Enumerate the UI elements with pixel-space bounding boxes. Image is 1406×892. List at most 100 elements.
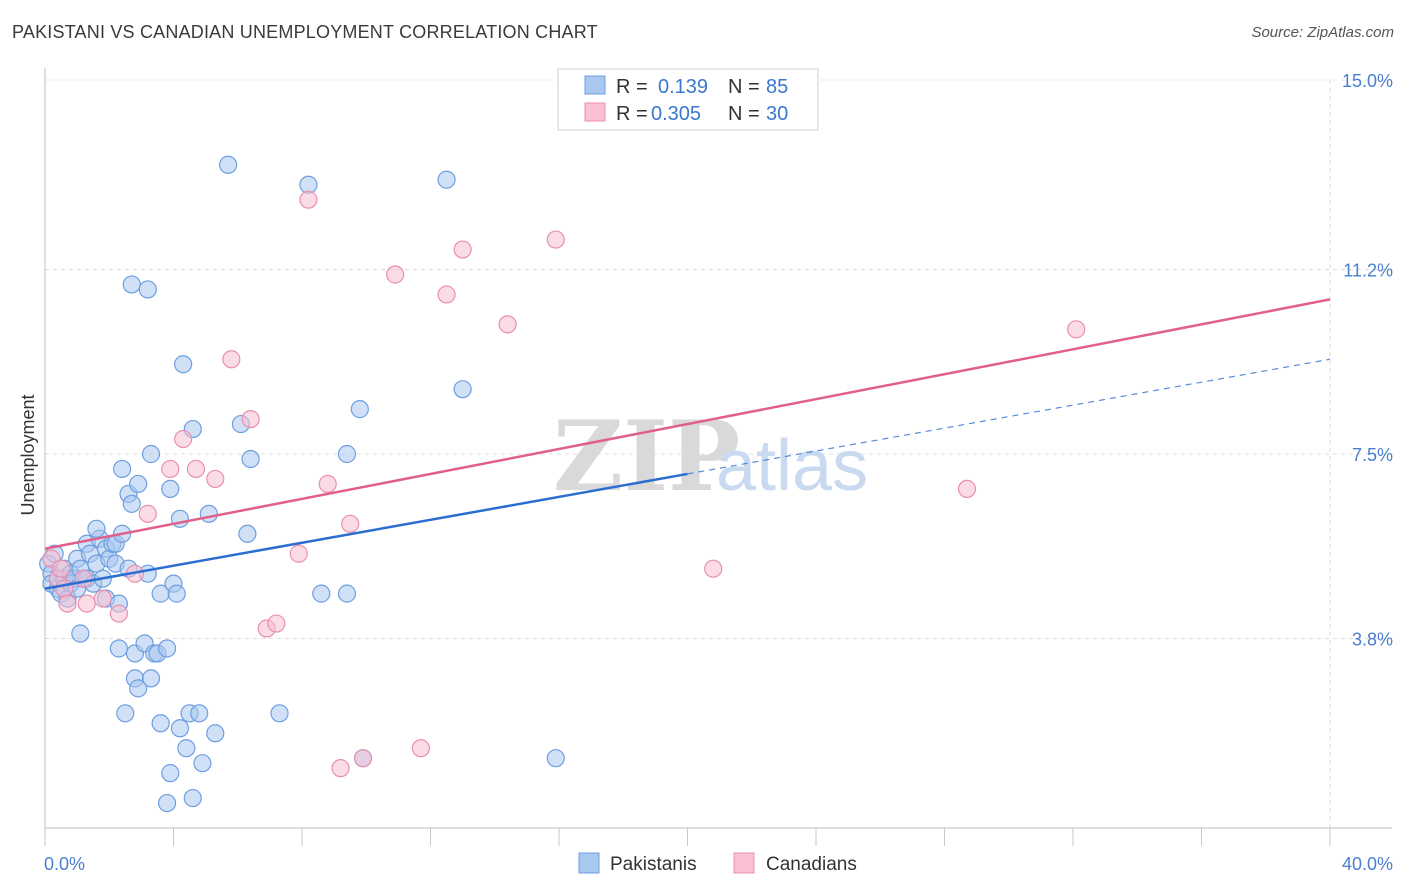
data-point-canadians bbox=[241, 409, 260, 429]
watermark-atlas: atlas bbox=[716, 426, 868, 506]
data-point-canadians bbox=[411, 739, 430, 758]
data-point-canadians bbox=[206, 469, 225, 489]
legend-n-label-2: N = bbox=[728, 103, 760, 125]
y-tick-label: 15.0% bbox=[1342, 71, 1393, 91]
data-point-pakistanis bbox=[337, 444, 357, 464]
data-point-canadians bbox=[289, 544, 308, 563]
bottom-legend-swatch-pakistanis bbox=[578, 852, 600, 874]
x-tick-label: 40.0% bbox=[1342, 854, 1393, 874]
data-point-canadians bbox=[186, 459, 206, 479]
data-point-pakistanis bbox=[157, 793, 177, 813]
chart-title: PAKISTANI VS CANADIAN UNEMPLOYMENT CORRE… bbox=[12, 22, 598, 42]
legend-r-value-1: 0.139 bbox=[658, 76, 708, 98]
data-point-canadians bbox=[299, 190, 318, 209]
tick-labels: 3.8% 7.5% 11.2% 15.0% 0.0% 40.0% bbox=[44, 71, 1393, 874]
legend-swatch-canadians bbox=[584, 102, 606, 122]
data-point-canadians bbox=[498, 315, 517, 334]
data-point-pakistanis bbox=[206, 724, 225, 743]
data-point-canadians bbox=[957, 479, 977, 499]
data-point-canadians bbox=[222, 350, 241, 369]
data-point-canadians bbox=[341, 514, 360, 533]
legend-r-label-1: R = bbox=[616, 76, 648, 98]
y-tick-label: 11.2% bbox=[1343, 260, 1393, 280]
data-point-pakistanis bbox=[141, 444, 161, 464]
trend-line-canadians bbox=[44, 298, 1331, 550]
data-point-canadians bbox=[138, 504, 157, 523]
data-point-canadians bbox=[546, 230, 565, 249]
trend-lines bbox=[44, 298, 1331, 590]
data-point-canadians bbox=[386, 265, 405, 284]
data-point-canadians bbox=[704, 559, 723, 578]
data-point-canadians bbox=[51, 559, 71, 578]
y-tick-label: 7.5% bbox=[1352, 445, 1393, 465]
data-points bbox=[39, 155, 1086, 813]
legend-swatch-pakistanis bbox=[584, 75, 606, 95]
data-point-pakistanis bbox=[138, 280, 157, 299]
bottom-legend: Pakistanis Canadians bbox=[578, 852, 857, 875]
data-point-pakistanis bbox=[337, 584, 357, 603]
data-point-pakistanis bbox=[453, 380, 472, 399]
data-point-pakistanis bbox=[219, 155, 238, 174]
data-point-canadians bbox=[267, 614, 286, 633]
bottom-legend-swatch-canadians bbox=[733, 852, 755, 874]
trend-line-pakistanis bbox=[44, 472, 688, 590]
data-point-canadians bbox=[174, 429, 193, 449]
data-point-pakistanis bbox=[312, 584, 331, 603]
data-point-canadians bbox=[353, 749, 373, 768]
source-credit: Source: ZipAtlas.com bbox=[1251, 24, 1394, 41]
data-point-pakistanis bbox=[87, 519, 106, 538]
data-point-pakistanis bbox=[199, 504, 218, 523]
watermark-zip: ZIP bbox=[553, 400, 740, 513]
data-point-canadians bbox=[55, 579, 74, 598]
y-axis-label: Unemployment bbox=[18, 394, 38, 515]
data-point-pakistanis bbox=[161, 764, 180, 783]
data-point-canadians bbox=[318, 474, 337, 494]
data-point-pakistanis bbox=[151, 714, 170, 733]
data-point-canadians bbox=[437, 285, 456, 304]
data-point-pakistanis bbox=[71, 624, 90, 643]
data-point-pakistanis bbox=[161, 479, 180, 499]
data-point-canadians bbox=[77, 594, 96, 613]
data-point-canadians bbox=[109, 604, 128, 623]
data-point-pakistanis bbox=[241, 449, 260, 469]
data-point-canadians bbox=[161, 459, 180, 479]
axes bbox=[44, 68, 1392, 846]
data-point-pakistanis bbox=[112, 459, 132, 479]
data-point-pakistanis bbox=[122, 494, 141, 513]
legend-n-value-2: 30 bbox=[766, 103, 788, 125]
data-point-pakistanis bbox=[238, 524, 257, 543]
legend-n-value-1: 85 bbox=[766, 76, 788, 98]
data-point-pakistanis bbox=[177, 739, 196, 758]
data-point-canadians bbox=[74, 569, 93, 588]
legend-r-value-2: 0.305 bbox=[651, 103, 701, 125]
data-point-pakistanis bbox=[141, 669, 161, 688]
data-point-pakistanis bbox=[183, 788, 202, 808]
data-point-canadians bbox=[331, 759, 350, 778]
data-point-canadians bbox=[453, 240, 472, 259]
bottom-legend-label-canadians: Canadians bbox=[766, 854, 857, 875]
trend-extension-pakistanis bbox=[687, 358, 1331, 475]
data-point-pakistanis bbox=[190, 704, 209, 723]
data-point-pakistanis bbox=[129, 474, 148, 494]
data-point-pakistanis bbox=[174, 355, 193, 374]
legend-r-label-2: R = bbox=[616, 103, 648, 125]
data-point-pakistanis bbox=[116, 704, 135, 723]
data-point-pakistanis bbox=[167, 584, 186, 603]
data-point-pakistanis bbox=[193, 754, 212, 773]
data-point-pakistanis bbox=[546, 749, 565, 768]
data-point-pakistanis bbox=[157, 639, 177, 658]
y-tick-label: 3.8% bbox=[1352, 630, 1393, 650]
data-point-pakistanis bbox=[109, 639, 128, 658]
data-point-pakistanis bbox=[437, 170, 456, 189]
bottom-legend-label-pakistanis: Pakistanis bbox=[610, 854, 697, 875]
legend-box: R = 0.139 N = 85 R = 0.305 N = 30 bbox=[557, 68, 819, 131]
data-point-canadians bbox=[58, 594, 77, 613]
x-tick-label: 0.0% bbox=[44, 854, 85, 874]
data-point-pakistanis bbox=[170, 719, 190, 738]
legend-n-label-1: N = bbox=[728, 76, 760, 98]
data-point-pakistanis bbox=[129, 679, 148, 698]
data-point-pakistanis bbox=[350, 400, 369, 419]
data-point-pakistanis bbox=[270, 704, 289, 723]
data-point-canadians bbox=[93, 589, 112, 608]
